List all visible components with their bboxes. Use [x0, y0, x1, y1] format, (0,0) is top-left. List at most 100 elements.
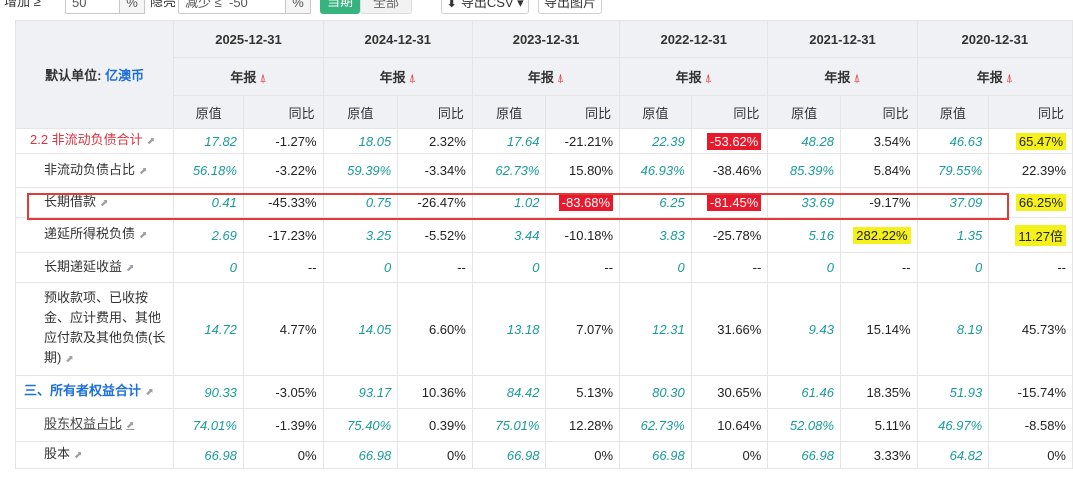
- value-cell: 3.25: [322, 217, 399, 253]
- trend-chart-icon[interactable]: ⬈: [126, 420, 135, 431]
- trend-chart-icon[interactable]: ⬈: [65, 354, 74, 365]
- pdf-icon[interactable]: ⍋: [704, 71, 712, 85]
- yoy-cell: 0%: [690, 441, 769, 469]
- row-label[interactable]: 股本 ⬈: [15, 441, 175, 469]
- yoy-cell: 15.80%: [545, 153, 621, 188]
- period-header: 2025-12-31: [173, 20, 324, 58]
- row-label[interactable]: 预收款项、已收按金、应计费用、其他应付款及其他负债(长期) ⬈: [15, 282, 175, 376]
- value-cell: 90.33: [173, 375, 244, 409]
- table-row: 2.2 非流动负债合计 ⬈ 17.82 -1.27% 18.05 2.32% 17.64 -2…: [15, 128, 1073, 154]
- value-cell: 80.30: [619, 375, 692, 409]
- value-cell: 0.75: [322, 187, 399, 218]
- yoy-cell: --: [545, 252, 621, 283]
- yoy-cell: --: [690, 252, 769, 283]
- yoy-cell: -5.52%: [397, 217, 473, 253]
- report-type-link[interactable]: 年报 ⍋: [767, 57, 918, 96]
- table-row: 长期借款 ⬈ 0.41 -45.33% 0.75 -26.47% 1.02 -83.68% 6.…: [15, 187, 1073, 218]
- trend-chart-icon[interactable]: ⬈: [139, 165, 148, 177]
- value-cell: 12.31: [619, 282, 692, 376]
- yoy-cell: 18.35%: [839, 375, 918, 409]
- pdf-icon[interactable]: ⍋: [556, 71, 565, 85]
- value-cell: 0: [471, 252, 547, 283]
- value-cell: 85.39%: [767, 153, 841, 188]
- yoy-cell: --: [988, 252, 1073, 283]
- col-yoy-header: 同比: [397, 95, 473, 129]
- row-label[interactable]: 递延所得税负债 ⬈: [15, 217, 175, 253]
- value-cell: 84.42: [471, 375, 547, 409]
- report-type-link[interactable]: 年报 ⍋: [916, 57, 1073, 96]
- col-value-header: 原值: [767, 95, 841, 129]
- pdf-icon[interactable]: ⍋: [853, 71, 861, 85]
- value-cell: 6.25: [619, 187, 692, 218]
- yoy-cell: 0.39%: [397, 408, 473, 442]
- row-label[interactable]: 三、所有者权益合计 ⬈: [15, 375, 175, 409]
- col-yoy-header: 同比: [988, 95, 1073, 129]
- current-period-button[interactable]: 当期: [320, 0, 360, 14]
- trend-chart-icon[interactable]: ⬈: [139, 230, 148, 241]
- row-label[interactable]: 非流动负债占比 ⬈: [15, 153, 175, 188]
- yoy-cell: 15.14%: [839, 282, 918, 376]
- value-cell: 33.69: [767, 187, 841, 218]
- value-cell: 75.40%: [322, 408, 399, 442]
- table-row: 长期递延收益 ⬈ 0 -- 0 -- 0 -- 0 -- 0 -- 0 --: [15, 252, 1073, 283]
- export-csv-button[interactable]: ⬇ 导出CSV ▾: [441, 0, 529, 14]
- value-cell: 46.97%: [916, 408, 990, 442]
- yoy-cell: -53.62%: [690, 128, 769, 154]
- yoy-cell: 10.64%: [690, 408, 769, 442]
- col-yoy-header: 同比: [545, 95, 621, 129]
- export-image-button[interactable]: 导出图片: [538, 0, 602, 14]
- report-type-link[interactable]: 年报 ⍋: [471, 57, 621, 96]
- yoy-cell: 3.33%: [839, 441, 918, 469]
- row-label[interactable]: 2.2 非流动负债合计 ⬈: [15, 128, 175, 154]
- yoy-cell: 5.13%: [545, 375, 621, 409]
- row-label[interactable]: 长期借款 ⬈: [15, 187, 175, 218]
- unit-selector[interactable]: 亿澳币: [105, 68, 145, 83]
- yoy-cell: 0%: [545, 441, 621, 469]
- yoy-cell: 11.27倍: [988, 217, 1073, 253]
- increase-input[interactable]: 50: [65, 0, 120, 14]
- row-label-text: 股东权益占比: [44, 416, 123, 431]
- pdf-icon[interactable]: ⍋: [1005, 71, 1013, 85]
- report-type-link[interactable]: 年报 ⍋: [173, 57, 324, 96]
- value-cell: 62.73%: [471, 153, 547, 188]
- trend-chart-icon[interactable]: ⬈: [126, 262, 135, 274]
- report-type-link[interactable]: 年报 ⍋: [619, 57, 769, 96]
- row-label-text: 三、所有者权益合计: [24, 383, 142, 398]
- value-cell: 56.18%: [173, 153, 244, 188]
- table-row: 预收款项、已收按金、应计费用、其他应付款及其他负债(长期) ⬈ 14.72 4.77%…: [15, 282, 1073, 376]
- yoy-cell: 6.60%: [397, 282, 473, 376]
- all-periods-button[interactable]: 全部: [360, 0, 412, 14]
- yoy-cell: -8.58%: [988, 408, 1073, 442]
- trend-chart-icon[interactable]: ⬈: [145, 387, 154, 398]
- yoy-cell: -81.45%: [690, 187, 769, 218]
- increase-percent-unit: %: [119, 0, 145, 14]
- yoy-cell: 4.77%: [242, 282, 324, 376]
- value-cell: 66.98: [322, 441, 399, 469]
- row-label[interactable]: 长期递延收益 ⬈: [15, 252, 175, 283]
- table-row: 股本 ⬈ 66.98 0% 66.98 0% 66.98 0% 66.98 0% 66.98 3.33…: [15, 441, 1073, 469]
- yoy-cell: 0%: [242, 441, 324, 469]
- trend-chart-icon[interactable]: ⬈: [100, 197, 109, 209]
- row-label[interactable]: 股东权益占比 ⬈: [15, 408, 175, 442]
- period-header: 2021-12-31: [767, 20, 918, 58]
- yoy-cell: -1.27%: [242, 128, 324, 154]
- value-cell: 1.02: [471, 187, 547, 218]
- unit-corner: 默认单位: 亿澳币: [15, 20, 175, 129]
- trend-chart-icon[interactable]: ⬈: [74, 450, 83, 461]
- pdf-icon[interactable]: ⍋: [259, 71, 267, 85]
- trend-chart-icon[interactable]: ⬈: [146, 136, 156, 147]
- value-cell: 61.46: [767, 375, 841, 409]
- pdf-icon[interactable]: ⍋: [408, 71, 416, 85]
- value-cell: 22.39: [619, 128, 692, 154]
- yoy-cell: -3.22%: [242, 153, 324, 188]
- decrease-input[interactable]: 减少 ≤ -50: [178, 0, 288, 14]
- yoy-cell: -45.33%: [242, 187, 324, 218]
- report-type-link[interactable]: 年报 ⍋: [322, 57, 473, 96]
- balance-sheet-table: 默认单位: 亿澳币 2025-12-31 2024-12-31 2023-12-…: [15, 20, 1073, 482]
- value-cell: 66.98: [471, 441, 547, 469]
- yoy-cell: --: [397, 252, 473, 283]
- yoy-cell: -1.39%: [242, 408, 324, 442]
- value-cell: 3.83: [619, 217, 692, 253]
- period-header: 2024-12-31: [322, 20, 473, 58]
- col-value-header: 原值: [322, 95, 399, 129]
